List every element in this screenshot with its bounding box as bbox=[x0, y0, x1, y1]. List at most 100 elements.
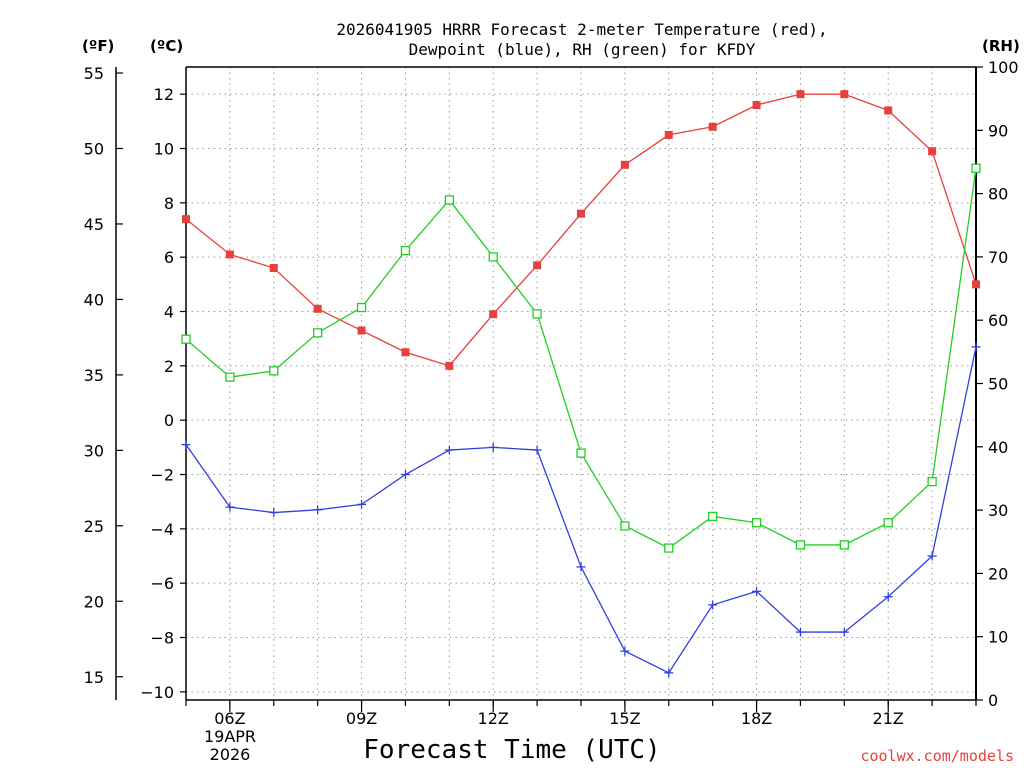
relative-humidity-point bbox=[576, 448, 586, 458]
x-tick-label: 06Z bbox=[214, 709, 245, 728]
celsius-tick-label: 8 bbox=[164, 194, 174, 213]
fahrenheit-tick-label: 35 bbox=[84, 366, 104, 385]
celsius-tick-label: −10 bbox=[140, 683, 174, 702]
relative-humidity-point bbox=[356, 302, 367, 313]
celsius-tick-label: −2 bbox=[150, 466, 174, 485]
2-meter-temperature-point bbox=[357, 326, 366, 335]
fahrenheit-tick-label: 55 bbox=[84, 64, 104, 83]
celsius-tick-label: 2 bbox=[164, 357, 174, 376]
2-meter-temperature-point bbox=[884, 106, 893, 115]
relative-humidity-point bbox=[269, 366, 279, 376]
rh-tick-label: 40 bbox=[988, 438, 1008, 457]
2-meter-temperature-point bbox=[620, 160, 629, 169]
x-tick-label: 09Z bbox=[346, 709, 377, 728]
relative-humidity-point bbox=[708, 511, 718, 522]
fahrenheit-tick-label: 15 bbox=[84, 668, 104, 687]
rh-tick-label: 90 bbox=[988, 121, 1008, 140]
date-label-day: 19APR bbox=[204, 727, 256, 746]
relative-humidity-point bbox=[839, 540, 849, 550]
dewpoint-point bbox=[620, 646, 630, 656]
dewpoint-point bbox=[664, 668, 674, 678]
dewpoint-point bbox=[400, 470, 410, 480]
fahrenheit-tick-label: 50 bbox=[84, 140, 104, 159]
relative-humidity-point bbox=[181, 334, 191, 344]
x-axis-title: Forecast Time (UTC) bbox=[363, 735, 660, 765]
celsius-tick-label: 4 bbox=[164, 303, 174, 322]
rh-tick-label: 10 bbox=[988, 628, 1008, 647]
celsius-tick-label: −6 bbox=[150, 574, 174, 593]
x-tick-label: 18Z bbox=[741, 709, 772, 728]
2-meter-temperature-point bbox=[401, 348, 410, 357]
fahrenheit-tick-label: 40 bbox=[84, 290, 104, 309]
dewpoint-point bbox=[752, 586, 762, 596]
2-meter-temperature-point bbox=[577, 209, 585, 218]
axes: 06Z 09Z 12Z 15Z 18Z 21Z −10 −8 −6 −4 −2 0 2 4 6 8 10 12 15… bbox=[84, 58, 1019, 728]
x-tick-label: 21Z bbox=[873, 709, 904, 728]
relative-humidity-point bbox=[488, 252, 498, 262]
relative-humidity-point bbox=[225, 372, 235, 382]
dewpoint-point bbox=[576, 562, 586, 572]
relative-humidity-point bbox=[883, 518, 893, 528]
dewpoint-point bbox=[269, 508, 279, 518]
2-meter-temperature-point bbox=[972, 280, 980, 289]
data-series bbox=[181, 90, 981, 678]
rh-tick-label: 50 bbox=[988, 375, 1008, 394]
relative-humidity-series bbox=[181, 163, 981, 553]
2-meter-temperature-point bbox=[269, 264, 278, 273]
2-meter-temperature-point bbox=[664, 130, 673, 139]
rh-unit-label: (RH) bbox=[982, 37, 1020, 55]
dewpoint-point bbox=[488, 442, 498, 452]
dewpoint-point bbox=[181, 440, 191, 450]
2-meter-temperature-point bbox=[182, 215, 190, 224]
dewpoint-point bbox=[971, 342, 981, 352]
credit-text: coolwx.com/models bbox=[860, 747, 1014, 765]
dewpoint-point bbox=[708, 600, 718, 610]
dewpoint-point bbox=[883, 592, 893, 602]
x-tick-label: 15Z bbox=[609, 709, 640, 728]
celsius-tick-label: 12 bbox=[154, 85, 174, 104]
rh-tick-label: 0 bbox=[988, 691, 998, 710]
dewpoint-point bbox=[795, 627, 805, 637]
2-meter-temperature-point bbox=[489, 310, 498, 319]
dewpoint-point bbox=[532, 445, 542, 455]
dewpoint-point bbox=[357, 499, 367, 509]
chart-title-line1: 2026041905 HRRR Forecast 2-meter Tempera… bbox=[336, 20, 827, 39]
rh-tick-label: 70 bbox=[988, 248, 1008, 267]
relative-humidity-point bbox=[751, 518, 762, 528]
2-meter-temperature-series bbox=[182, 90, 980, 370]
2-meter-temperature-point bbox=[225, 250, 234, 259]
chart-title-line2: Dewpoint (blue), RH (green) for KFDY bbox=[409, 40, 756, 59]
date-label-year: 2026 bbox=[210, 745, 251, 764]
relative-humidity-point bbox=[532, 309, 542, 319]
rh-tick-label: 20 bbox=[988, 564, 1008, 583]
2-meter-temperature-point bbox=[313, 304, 322, 313]
dewpoint-point bbox=[313, 505, 323, 515]
grid-lines bbox=[185, 67, 977, 700]
fahrenheit-tick-label: 20 bbox=[84, 592, 104, 611]
2-meter-temperature-point bbox=[796, 90, 805, 99]
2-meter-temperature-point bbox=[840, 90, 849, 99]
fahrenheit-unit-label: (ºF) bbox=[82, 37, 114, 55]
2-meter-temperature-line bbox=[185, 93, 977, 367]
relative-humidity-point bbox=[444, 195, 454, 205]
relative-humidity-point bbox=[795, 540, 806, 550]
relative-humidity-point bbox=[620, 521, 630, 531]
relative-humidity-point bbox=[313, 328, 323, 338]
dewpoint-point bbox=[225, 502, 235, 512]
fahrenheit-tick-label: 45 bbox=[84, 215, 104, 234]
2-meter-temperature-point bbox=[445, 361, 454, 370]
relative-humidity-point bbox=[971, 163, 981, 173]
celsius-tick-label: 0 bbox=[164, 411, 174, 430]
rh-tick-label: 60 bbox=[988, 311, 1008, 330]
rh-tick-label: 30 bbox=[988, 501, 1008, 520]
fahrenheit-tick-label: 30 bbox=[84, 441, 104, 460]
relative-humidity-point bbox=[927, 476, 937, 487]
2-meter-temperature-point bbox=[752, 101, 761, 110]
celsius-tick-label: 10 bbox=[154, 140, 174, 159]
rh-tick-label: 100 bbox=[988, 58, 1019, 77]
celsius-tick-label: −4 bbox=[150, 520, 174, 539]
2-meter-temperature-point bbox=[928, 147, 937, 156]
celsius-unit-label: (ºC) bbox=[150, 37, 183, 55]
